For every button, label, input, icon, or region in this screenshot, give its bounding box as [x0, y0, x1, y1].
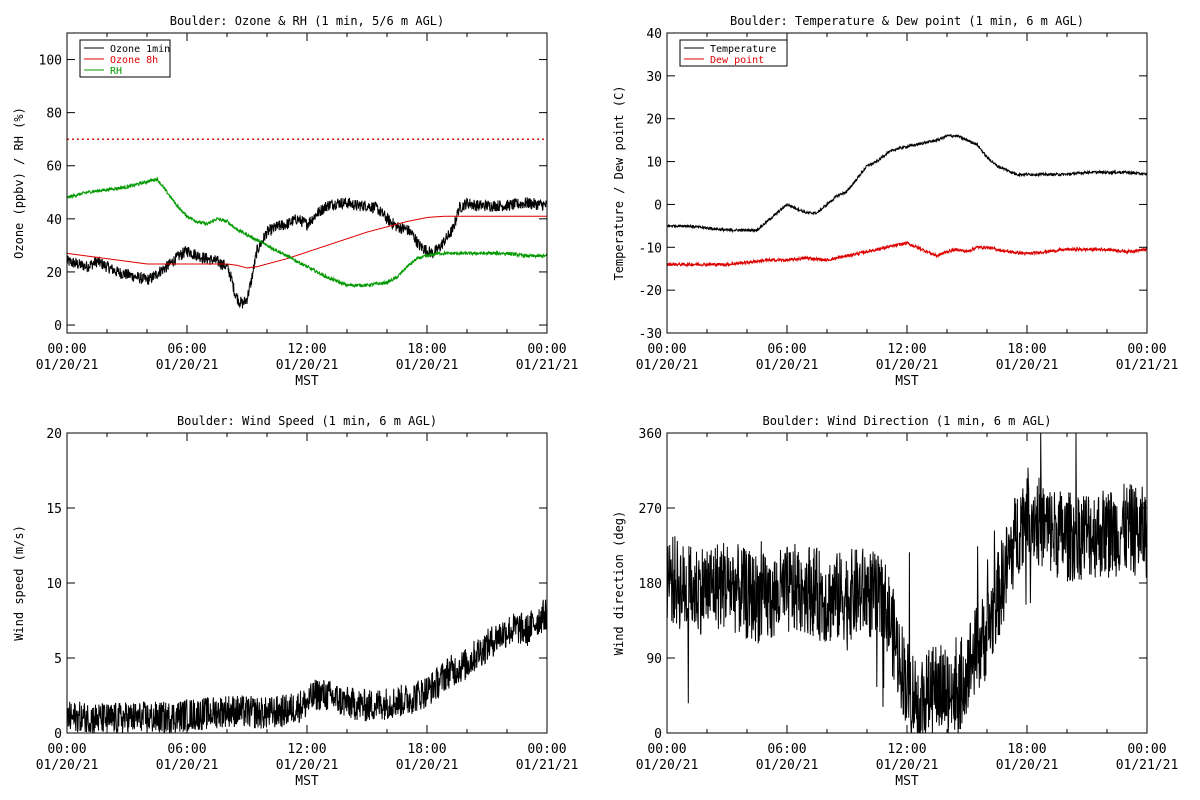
legend-label: Dew point	[710, 55, 764, 66]
x-tick-time: 00:00	[47, 742, 86, 757]
y-axis-label: Wind speed (m/s)	[12, 525, 26, 641]
series-line-0	[667, 133, 1147, 234]
chart-wdir: Boulder: Wind Direction (1 min, 6 m AGL)…	[612, 414, 1178, 789]
y-tick-label: 60	[46, 160, 62, 175]
y-tick-label: 10	[646, 156, 662, 171]
x-tick-date: 01/21/21	[516, 758, 579, 773]
x-tick-time: 12:00	[287, 342, 326, 357]
legend-label: RH	[110, 66, 122, 77]
x-tick-date: 01/20/21	[876, 358, 939, 373]
legend-label: Ozone 1min	[110, 44, 170, 55]
x-tick-date: 01/21/21	[516, 358, 579, 373]
y-tick-label: -20	[639, 284, 662, 299]
x-tick-date: 01/20/21	[396, 358, 459, 373]
chart-title: Boulder: Wind Direction (1 min, 6 m AGL)	[763, 414, 1052, 428]
legend-label: Temperature	[710, 44, 776, 55]
y-tick-label: 0	[54, 727, 62, 742]
y-tick-label: 80	[46, 107, 62, 122]
chart-wspd: Boulder: Wind Speed (1 min, 6 m AGL) 0 5 10…	[12, 414, 578, 789]
chart-title: Boulder: Ozone & RH (1 min, 5/6 m AGL)	[170, 14, 445, 28]
series-line-0	[67, 197, 547, 309]
series-line-2	[67, 176, 547, 289]
x-tick-date: 01/21/21	[1116, 758, 1179, 773]
y-tick-label: 100	[39, 54, 62, 69]
x-tick-date: 01/20/21	[996, 758, 1059, 773]
x-tick-time: 06:00	[767, 342, 806, 357]
x-tick-date: 01/20/21	[636, 358, 699, 373]
legend-label: Ozone 8h	[110, 55, 158, 66]
x-tick-date: 01/20/21	[156, 358, 219, 373]
x-tick-time: 00:00	[527, 742, 566, 757]
x-tick-time: 12:00	[887, 742, 926, 757]
y-tick-label: 5	[54, 652, 62, 667]
series-line-0	[667, 433, 1147, 733]
x-tick-time: 12:00	[887, 342, 926, 357]
x-tick-date: 01/20/21	[996, 358, 1059, 373]
x-tick-time: 06:00	[167, 742, 206, 757]
series-line-1	[667, 240, 1147, 268]
x-tick-time: 18:00	[1007, 342, 1046, 357]
series-line-0	[67, 599, 547, 733]
y-tick-label: 270	[639, 502, 662, 517]
y-tick-label: 10	[46, 577, 62, 592]
x-tick-time: 18:00	[407, 342, 446, 357]
y-tick-label: -10	[639, 241, 662, 256]
chart-ozone: Boulder: Ozone & RH (1 min, 5/6 m AGL) 0 2…	[12, 14, 578, 389]
chart-title: Boulder: Wind Speed (1 min, 6 m AGL)	[177, 414, 437, 428]
y-tick-label: 20	[46, 427, 62, 442]
x-axis-label: MST	[295, 774, 319, 789]
x-tick-time: 18:00	[407, 742, 446, 757]
x-tick-time: 06:00	[167, 342, 206, 357]
x-tick-date: 01/20/21	[636, 758, 699, 773]
y-tick-label: 40	[46, 213, 62, 228]
chart-temp: Boulder: Temperature & Dew point (1 min,…	[612, 14, 1178, 389]
y-tick-label: 0	[654, 198, 662, 213]
x-tick-time: 00:00	[1127, 342, 1166, 357]
y-tick-label: 180	[639, 577, 662, 592]
x-tick-date: 01/20/21	[756, 358, 819, 373]
x-tick-date: 01/20/21	[756, 758, 819, 773]
x-tick-date: 01/21/21	[1116, 358, 1179, 373]
y-tick-label: 0	[654, 727, 662, 742]
x-tick-date: 01/20/21	[276, 358, 339, 373]
x-tick-time: 18:00	[1007, 742, 1046, 757]
y-tick-label: -30	[639, 327, 662, 342]
y-tick-label: 90	[646, 652, 662, 667]
y-tick-label: 20	[46, 266, 62, 281]
x-tick-time: 00:00	[647, 742, 686, 757]
y-tick-label: 30	[646, 70, 662, 85]
y-tick-label: 20	[646, 113, 662, 128]
y-axis-label: Wind direction (deg)	[612, 511, 626, 656]
x-tick-time: 00:00	[647, 342, 686, 357]
y-axis-label: Temperature / Dew point (C)	[612, 85, 626, 280]
legend-box	[679, 39, 788, 67]
x-tick-date: 01/20/21	[276, 758, 339, 773]
x-tick-date: 01/20/21	[396, 758, 459, 773]
x-axis-label: MST	[295, 374, 319, 389]
y-axis-label: Ozone (ppbv) / RH (%)	[12, 107, 26, 259]
x-tick-time: 00:00	[1127, 742, 1166, 757]
x-tick-time: 00:00	[527, 342, 566, 357]
x-tick-date: 01/20/21	[36, 758, 99, 773]
x-tick-time: 00:00	[47, 342, 86, 357]
x-tick-time: 06:00	[767, 742, 806, 757]
x-axis-label: MST	[895, 774, 919, 789]
y-tick-label: 0	[54, 319, 62, 334]
y-tick-label: 15	[46, 502, 62, 517]
y-tick-label: 40	[646, 27, 662, 42]
chart-title: Boulder: Temperature & Dew point (1 min,…	[730, 14, 1084, 28]
x-tick-date: 01/20/21	[876, 758, 939, 773]
x-tick-date: 01/20/21	[36, 358, 99, 373]
x-tick-time: 12:00	[287, 742, 326, 757]
x-axis-label: MST	[895, 374, 919, 389]
series-line-1	[67, 215, 547, 269]
x-tick-date: 01/20/21	[156, 758, 219, 773]
y-tick-label: 360	[639, 427, 662, 442]
